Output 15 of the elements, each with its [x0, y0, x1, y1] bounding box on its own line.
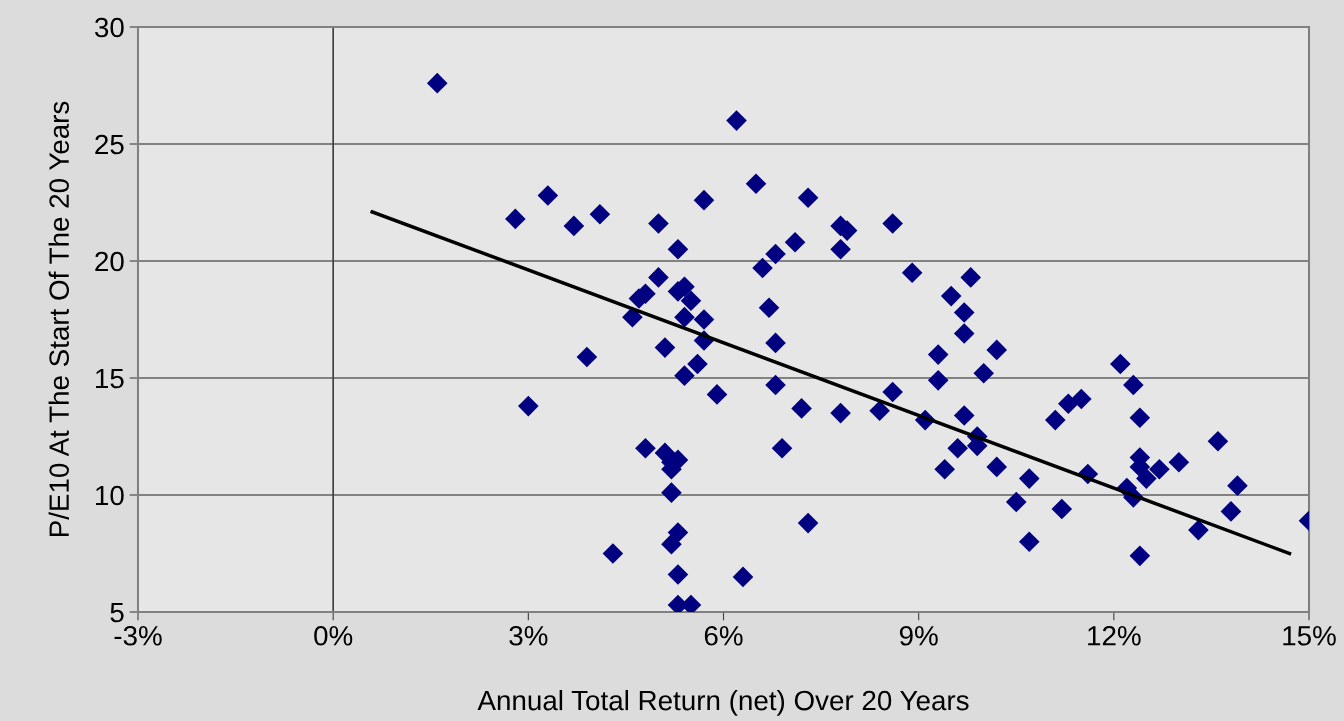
x-tick-label: 9%: [899, 625, 938, 646]
y-tick-label: 10: [96, 485, 124, 506]
x-tick-label: 12%: [1088, 625, 1141, 646]
x-tick-label: -3%: [114, 625, 162, 646]
x-axis-title: Annual Total Return (net) Over 20 Years: [477, 689, 969, 716]
y-tick-label: 5: [110, 602, 124, 623]
x-tick-label: 0%: [314, 625, 353, 646]
y-tick-label: 20: [95, 251, 124, 272]
y-tick-label: 15: [96, 368, 124, 389]
y-tick-label: 25: [95, 134, 124, 155]
y-axis-title: P/E10 At The Start Of The 20 Years: [48, 101, 69, 537]
x-tick-label: 6%: [704, 625, 743, 646]
x-tick-label: 15%: [1283, 626, 1336, 646]
y-tick-label: 30: [94, 17, 124, 38]
x-tick-label: 3%: [509, 625, 548, 646]
